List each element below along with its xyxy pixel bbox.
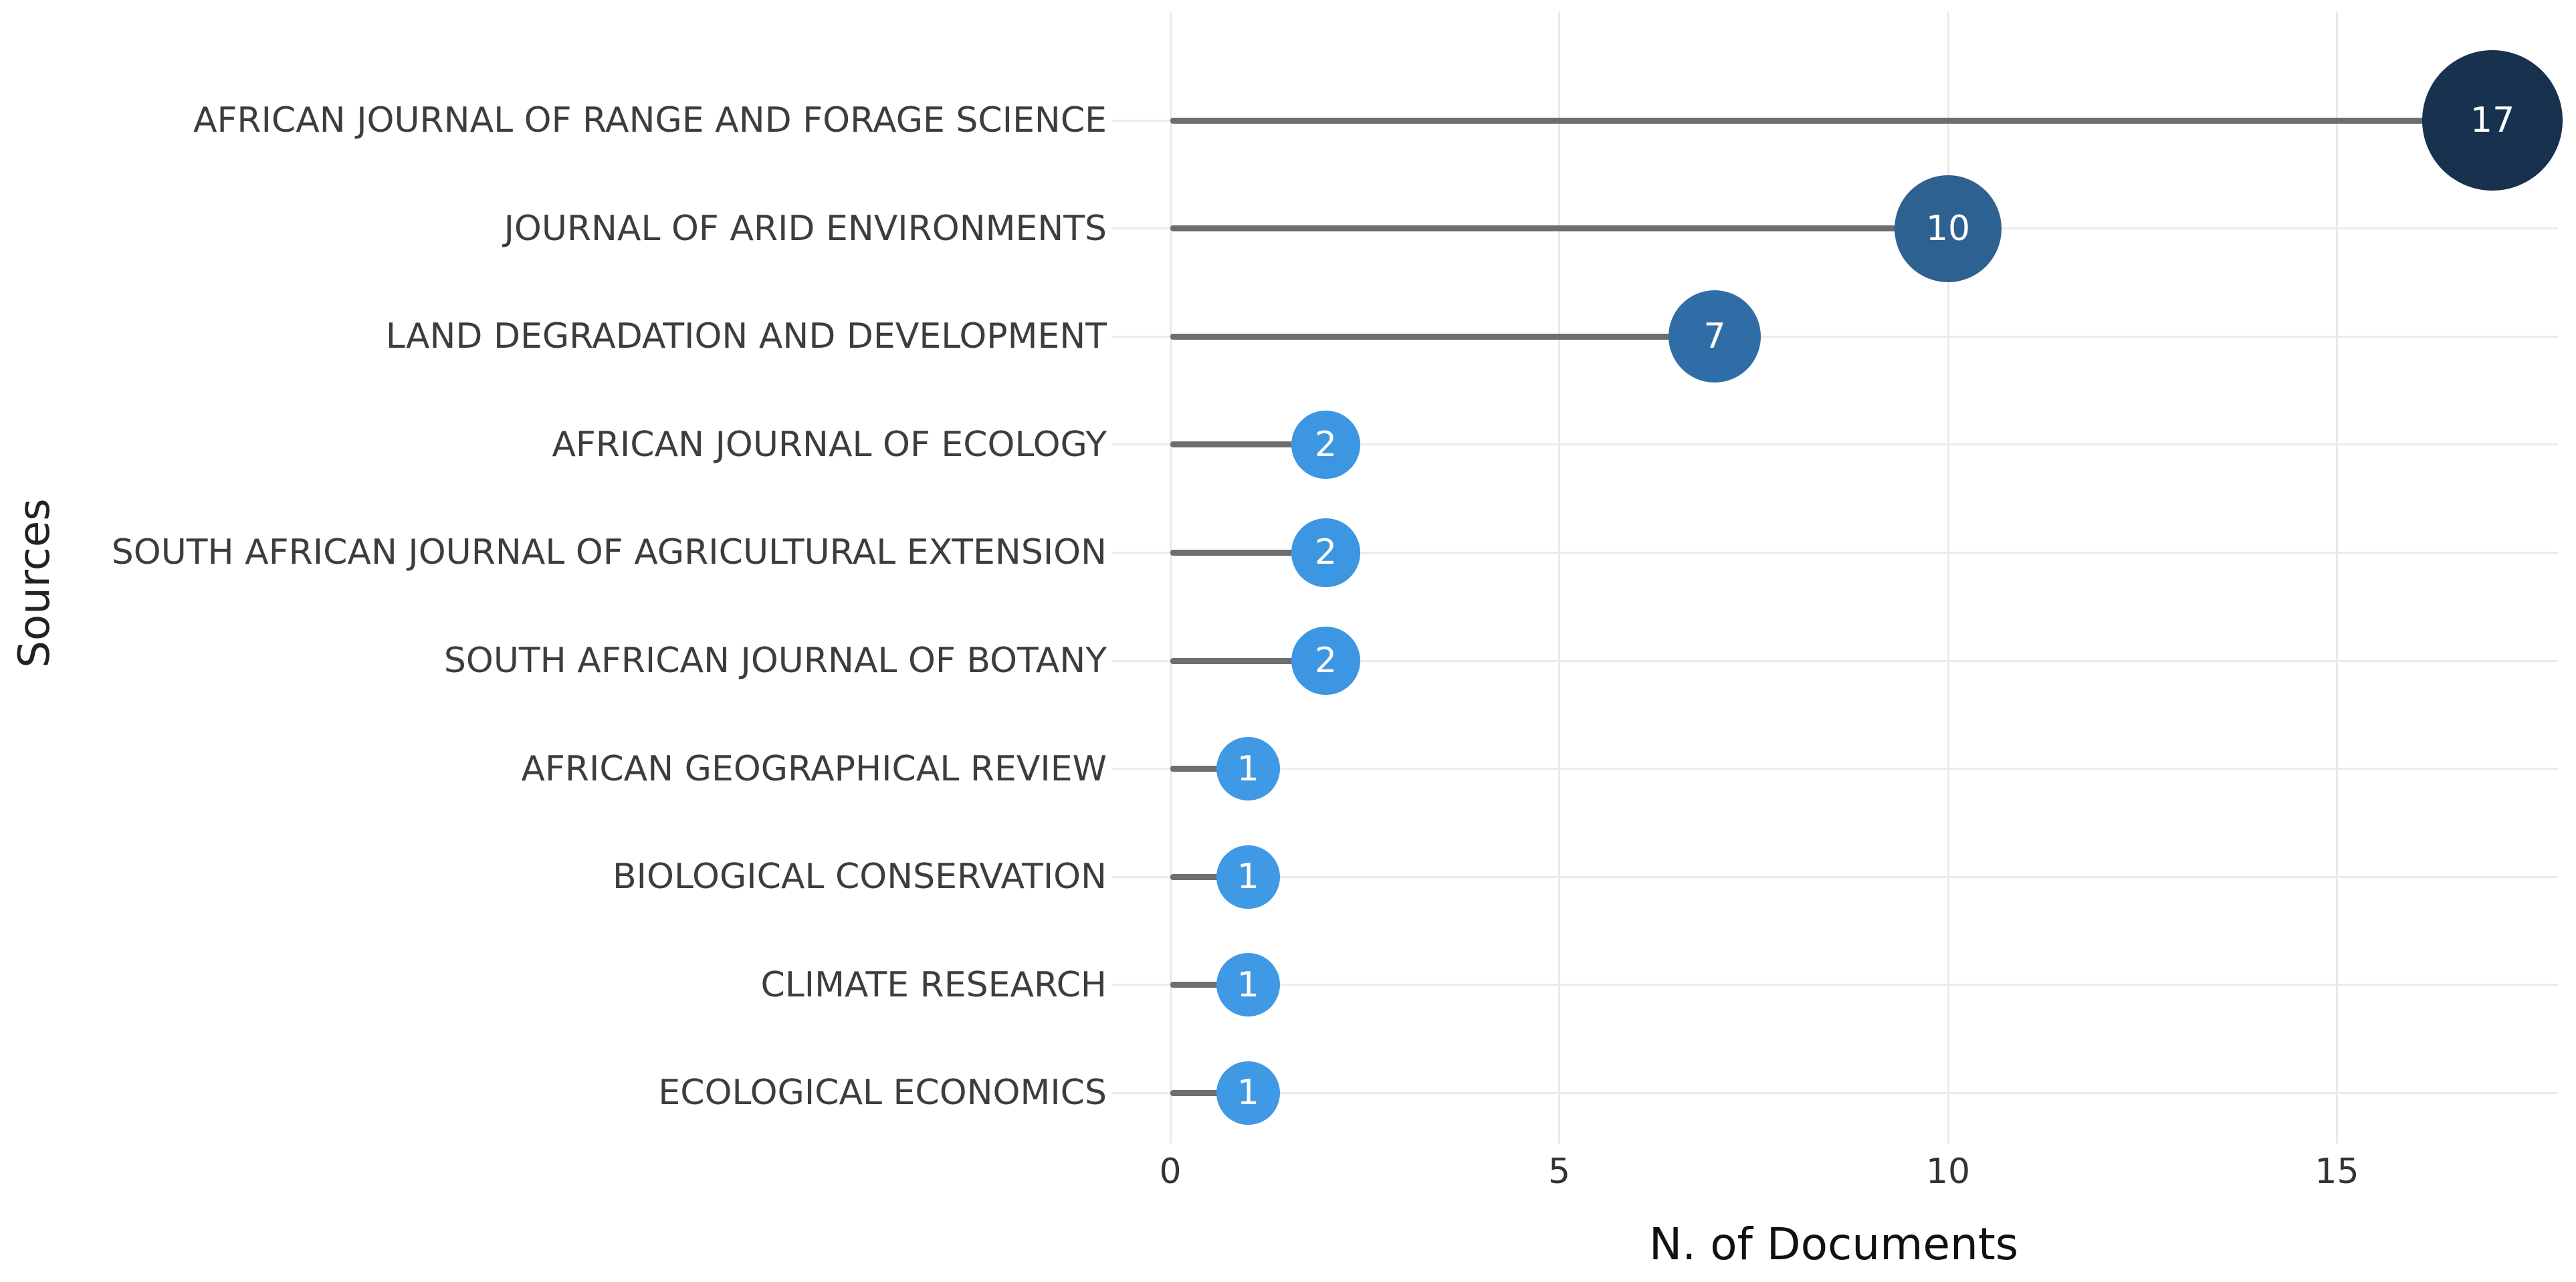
x-gridline — [2336, 12, 2338, 1144]
lollipop-stem — [1170, 766, 1249, 772]
category-label: BIOLOGICAL CONSERVATION — [613, 857, 1107, 897]
value-bubble-label: 7 — [1703, 316, 1726, 357]
value-bubble-label: 2 — [1315, 640, 1337, 681]
x-tick-label: 0 — [1159, 1152, 1182, 1192]
value-bubble-label: 17 — [2470, 100, 2515, 140]
x-gridline — [1558, 12, 1560, 1144]
x-tick-label: 15 — [2315, 1152, 2359, 1192]
row-gridline — [1111, 768, 2558, 770]
value-bubble-label: 1 — [1237, 857, 1259, 897]
category-label: LAND DEGRADATION AND DEVELOPMENT — [385, 316, 1107, 357]
category-label: ECOLOGICAL ECONOMICS — [658, 1073, 1107, 1113]
category-label: SOUTH AFRICAN JOURNAL OF BOTANY — [443, 641, 1107, 681]
value-bubble-label: 2 — [1315, 532, 1337, 573]
value-bubble-label: 1 — [1237, 964, 1259, 1005]
value-bubble: 10 — [1895, 175, 2002, 282]
value-bubble: 2 — [1291, 518, 1360, 587]
category-label: CLIMATE RESEARCH — [760, 964, 1107, 1005]
value-bubble: 7 — [1668, 290, 1761, 383]
lollipop-stem — [1170, 549, 1326, 556]
value-bubble: 2 — [1291, 410, 1360, 479]
value-bubble-label: 1 — [1237, 748, 1259, 789]
lollipop-stem — [1170, 441, 1326, 448]
y-axis-title: Sources — [10, 498, 60, 668]
row-gridline — [1111, 443, 2558, 446]
lollipop-stem — [1170, 225, 1948, 232]
row-gridline — [1111, 1091, 2558, 1094]
lollipop-stem — [1170, 657, 1326, 664]
row-gridline — [1111, 875, 2558, 878]
category-label: JOURNAL OF ARID ENVIRONMENTS — [504, 208, 1107, 249]
category-label: SOUTH AFRICAN JOURNAL OF AGRICULTURAL EX… — [111, 532, 1107, 573]
lollipop-stem — [1170, 982, 1249, 988]
category-label: AFRICAN JOURNAL OF RANGE AND FORAGE SCIE… — [193, 100, 1107, 140]
row-gridline — [1111, 551, 2558, 554]
category-label: AFRICAN JOURNAL OF ECOLOGY — [552, 424, 1107, 465]
row-gridline — [1111, 659, 2558, 662]
value-bubble: 2 — [1291, 626, 1360, 696]
lollipop-stem — [1170, 333, 1715, 340]
lollipop-stem — [1170, 117, 2493, 124]
lollipop-stem — [1170, 873, 1249, 880]
x-gridline — [1947, 12, 1949, 1144]
value-bubble: 17 — [2422, 49, 2563, 191]
value-bubble-label: 1 — [1237, 1073, 1259, 1113]
row-gridline — [1111, 984, 2558, 986]
value-bubble: 1 — [1216, 1061, 1280, 1125]
value-bubble-label: 2 — [1315, 424, 1337, 465]
category-label: AFRICAN GEOGRAPHICAL REVIEW — [521, 748, 1107, 789]
value-bubble: 1 — [1216, 953, 1280, 1017]
row-gridline — [1111, 335, 2558, 338]
value-bubble-label: 10 — [1925, 208, 1971, 249]
x-tick-label: 10 — [1925, 1152, 1971, 1192]
x-axis-title: N. of Documents — [1648, 1218, 2019, 1270]
x-tick-label: 5 — [1547, 1152, 1571, 1192]
value-bubble: 1 — [1216, 737, 1280, 801]
lollipop-stem — [1170, 1089, 1249, 1096]
value-bubble: 1 — [1216, 845, 1280, 909]
x-gridline — [1169, 12, 1172, 1144]
